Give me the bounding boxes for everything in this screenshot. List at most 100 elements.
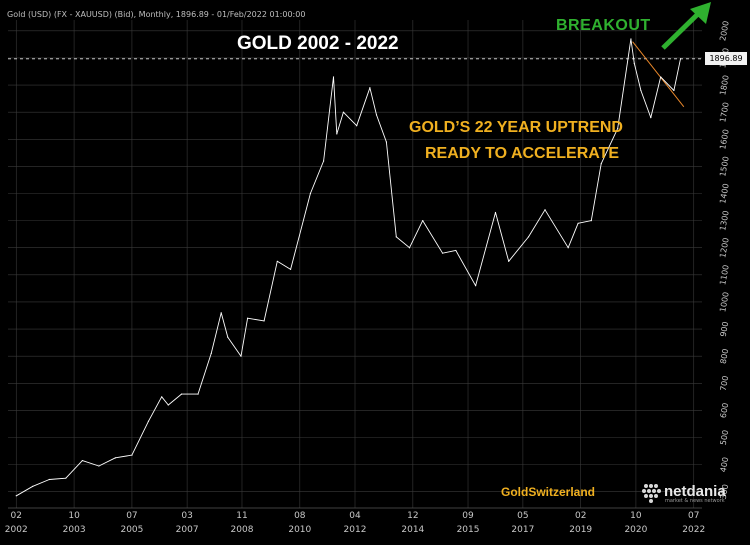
x-tick-month: 12 (407, 511, 418, 521)
data-point (455, 249, 457, 252)
data-point (544, 209, 546, 211)
y-tick-label: 900 (719, 321, 731, 338)
x-tick-year: 2007 (176, 525, 199, 535)
y-tick-label: 1600 (718, 129, 730, 151)
data-point (48, 478, 50, 481)
chart-header: Gold (USD) (FX - XAUUSD) (Bid), Monthly,… (7, 10, 306, 19)
x-tick-year: 2020 (624, 525, 647, 535)
data-point (98, 465, 100, 467)
brand-label: GoldSwitzerland (501, 485, 596, 499)
data-point (197, 393, 199, 395)
data-point (210, 352, 212, 355)
logo-text: netdania (664, 483, 726, 500)
data-point (289, 268, 292, 271)
x-tick-year: 2005 (120, 525, 143, 535)
x-tick-month: 09 (462, 511, 474, 521)
x-tick-year: 2015 (457, 525, 480, 535)
x-axis: 02 2002 10 2003 07 2005 03 2007 11 2008 08 2010 04 20… (5, 511, 705, 535)
data-point (276, 260, 278, 262)
x-tick-month: 07 (126, 511, 137, 521)
x-tick-month: 08 (294, 511, 306, 521)
data-point (220, 312, 222, 314)
x-tick-month: 02 (575, 511, 586, 521)
breakout-arrow-icon (661, 2, 711, 50)
gold-price-line (16, 38, 681, 497)
x-tick-month: 10 (630, 511, 642, 521)
x-tick-month: 03 (181, 511, 192, 521)
data-point (408, 247, 411, 249)
x-tick-month: 02 (11, 511, 22, 521)
data-point (167, 404, 169, 406)
annotation-line-2: READY TO ACCELERATE (425, 145, 620, 162)
data-point (385, 141, 387, 143)
netdania-logo: netdania market & news network (640, 482, 750, 506)
data-point (180, 393, 183, 395)
x-tick-year: 2002 (5, 525, 28, 535)
y-tick-label: 800 (719, 348, 731, 365)
data-point (527, 236, 530, 238)
data-point (650, 117, 652, 119)
data-point (375, 114, 378, 116)
y-tick-label: 300 (719, 484, 731, 501)
y-tick-label: 400 (719, 456, 731, 473)
y-tick-label: 700 (719, 375, 731, 392)
x-tick-year: 2003 (63, 525, 86, 535)
y-tick-label: 2000 (718, 20, 730, 42)
y-tick-label: 600 (719, 402, 731, 419)
x-tick-year: 2008 (231, 525, 254, 535)
data-point (332, 76, 335, 78)
data-point (227, 336, 229, 338)
y-tick-label: 1100 (718, 264, 730, 286)
x-tick-month: 04 (349, 511, 361, 521)
x-tick-month: 05 (517, 511, 528, 521)
data-point (32, 485, 34, 487)
netdania-logo-icon (642, 484, 661, 503)
y-tick-label: 1300 (718, 210, 730, 232)
x-tick-year: 2014 (401, 525, 424, 535)
data-point (567, 247, 569, 249)
data-point (590, 220, 592, 222)
data-point (81, 459, 83, 462)
x-tick-year: 2012 (344, 525, 367, 535)
y-tick-label: 500 (719, 429, 731, 446)
x-tick-year: 2017 (511, 525, 534, 535)
data-point (309, 192, 311, 195)
data-point (65, 477, 67, 479)
series-layer (15, 38, 682, 497)
logo-subtext: market & news network (665, 498, 725, 504)
data-point (475, 285, 477, 287)
data-point (633, 62, 635, 64)
data-point (323, 160, 325, 162)
x-tick-month: 07 (688, 511, 699, 521)
data-point (640, 89, 642, 92)
y-tick-label: 1400 (718, 183, 730, 205)
annotation-line-1: GOLD’S 22 YEAR UPTREND (409, 119, 623, 136)
resistance-trendline (632, 41, 685, 108)
current-price-tag: 1896.89 (705, 52, 747, 65)
breakout-label: BREAKOUT (556, 17, 651, 34)
data-point (246, 317, 249, 319)
chart-grid (8, 20, 702, 509)
data-point (369, 87, 371, 89)
data-point (508, 260, 510, 262)
x-tick-year: 2022 (682, 525, 705, 535)
y-tick-label: 1200 (718, 237, 730, 259)
data-point (161, 396, 163, 398)
x-tick-year: 2010 (288, 525, 311, 535)
data-point (147, 420, 150, 422)
data-point (679, 58, 682, 60)
x-tick-month: 11 (236, 511, 247, 521)
y-axis: 300 400 500 600 700 800 900 1000 1100 1200 1300 140… (718, 20, 730, 500)
y-tick-label: 1800 (718, 74, 730, 96)
trendline-layer (632, 41, 685, 108)
data-point (617, 127, 619, 130)
data-point (114, 457, 117, 459)
y-tick-label: 1700 (718, 101, 730, 123)
data-point (15, 495, 17, 497)
data-point (395, 236, 397, 238)
data-point (336, 133, 338, 135)
y-tick-label: 1500 (718, 156, 730, 178)
data-point (600, 163, 602, 165)
data-point (263, 320, 265, 322)
